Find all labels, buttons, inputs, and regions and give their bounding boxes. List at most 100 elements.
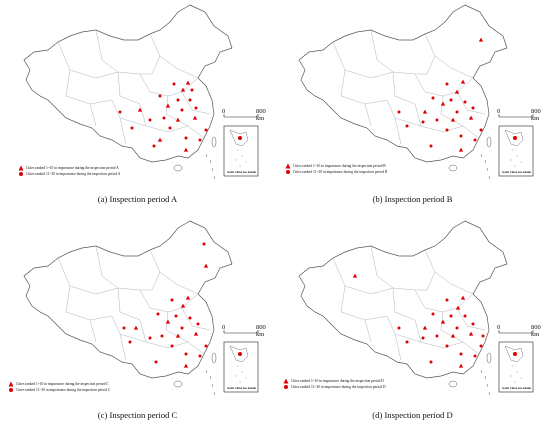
top-city-marker xyxy=(175,117,181,122)
province-boundary xyxy=(57,41,119,79)
circle-icon xyxy=(18,171,24,177)
city-marker xyxy=(455,326,459,330)
province-boundary xyxy=(414,103,480,139)
island-dot xyxy=(245,161,247,163)
city-markers-a xyxy=(118,80,208,152)
island-dot xyxy=(512,365,514,367)
city-markers-b xyxy=(397,37,484,152)
inset-frame xyxy=(223,125,259,177)
province-boundary xyxy=(65,69,113,105)
scale-zero-label: 0 xyxy=(497,108,501,115)
province-boundary xyxy=(440,95,464,127)
city-marker xyxy=(184,352,188,356)
island-dot xyxy=(520,161,522,163)
city-marker xyxy=(188,316,192,320)
inset-marker xyxy=(238,352,242,356)
top-city-marker xyxy=(203,263,209,268)
island-dot xyxy=(510,375,512,377)
city-marker xyxy=(170,298,174,302)
province-boundary xyxy=(340,285,388,321)
inset-label: South China Sea Islands xyxy=(227,387,257,390)
city-marker xyxy=(405,340,409,344)
inset-coastline xyxy=(229,345,249,363)
city-marker xyxy=(463,314,467,318)
circle-icon xyxy=(283,384,289,390)
hainan-island xyxy=(448,380,458,388)
city-marker xyxy=(421,120,425,124)
island-dot xyxy=(241,371,243,373)
panel-caption-c: (c) Inspection period C xyxy=(97,410,178,420)
boundary-dash xyxy=(486,383,489,388)
boundary-dash xyxy=(213,175,216,180)
city-marker xyxy=(168,126,172,130)
legend-other-label: Cities ranked 11~30 in importance during… xyxy=(291,385,386,389)
top-city-marker xyxy=(454,89,460,94)
top-city-marker xyxy=(440,101,446,106)
province-boundary xyxy=(332,257,394,295)
city-marker xyxy=(204,344,208,348)
map-panel-b: South China Sea Islands 0 800 km Cities … xyxy=(275,0,550,216)
island-dot xyxy=(510,159,512,161)
city-marker xyxy=(445,128,449,132)
boundary-dash xyxy=(211,167,214,172)
city-marker xyxy=(152,144,156,148)
top-city-marker xyxy=(180,87,186,92)
country-boundary xyxy=(298,220,508,379)
city-marker xyxy=(188,98,192,102)
city-marker xyxy=(118,110,122,114)
legend-other-label: Cities ranked 11~30 in importance during… xyxy=(26,172,121,176)
top-city-marker xyxy=(458,363,464,368)
province-boundary xyxy=(117,287,141,321)
boundary-dash xyxy=(209,159,212,164)
city-marker xyxy=(202,242,206,246)
top-city-marker xyxy=(468,115,474,120)
province-boundary xyxy=(392,71,416,105)
boundary-dash xyxy=(205,153,208,158)
city-marker xyxy=(397,326,401,330)
island-dot xyxy=(235,375,237,377)
city-marker xyxy=(196,322,200,326)
province-boundary xyxy=(89,319,97,343)
province-boundary xyxy=(392,287,416,321)
city-marker xyxy=(449,98,453,102)
boundary-dash xyxy=(209,375,212,380)
inset-marker xyxy=(238,136,242,140)
scale-max-label: 800 km xyxy=(256,108,266,122)
top-city-marker xyxy=(180,303,186,308)
city-marker xyxy=(431,96,435,100)
island-dot xyxy=(237,365,239,367)
top-city-marker xyxy=(137,107,143,112)
city-marker xyxy=(435,334,439,338)
city-marker xyxy=(128,340,132,344)
province-boundary xyxy=(165,311,189,343)
boundary-dash xyxy=(486,167,489,172)
taiwan-island xyxy=(486,352,492,364)
island-dot xyxy=(520,377,522,379)
province-boundary xyxy=(440,311,464,343)
map-panel-c: South China Sea Islands 0 800 km Cities … xyxy=(0,216,275,432)
boundary-dash xyxy=(484,159,487,164)
city-markers-c xyxy=(122,242,209,368)
province-boundary xyxy=(140,271,161,291)
island-dot xyxy=(237,149,239,151)
province-boundary xyxy=(119,333,127,361)
island-dot xyxy=(245,377,247,379)
inset-coastline xyxy=(229,129,249,147)
province-boundary xyxy=(415,55,436,75)
province-boundary xyxy=(139,103,205,139)
island-dot xyxy=(239,165,241,167)
panel-caption-d: (d) Inspection period D xyxy=(372,410,453,420)
city-marker xyxy=(180,326,184,330)
province-boundary xyxy=(424,33,474,79)
boundary-dash xyxy=(205,369,208,374)
boundary-dash xyxy=(488,175,491,180)
legend-top-label: Cities ranked 1~10 in importance during … xyxy=(291,379,384,383)
map-panel-a: South China Sea Islands 0 800 km Cities … xyxy=(0,0,275,216)
inset-label: South China Sea Islands xyxy=(227,171,257,174)
country-boundary xyxy=(23,220,233,379)
hainan-island xyxy=(448,164,458,172)
boundary-dash xyxy=(488,391,491,396)
province-boundary xyxy=(456,307,486,331)
province-boundary xyxy=(149,249,199,295)
province-boundary xyxy=(394,333,402,361)
